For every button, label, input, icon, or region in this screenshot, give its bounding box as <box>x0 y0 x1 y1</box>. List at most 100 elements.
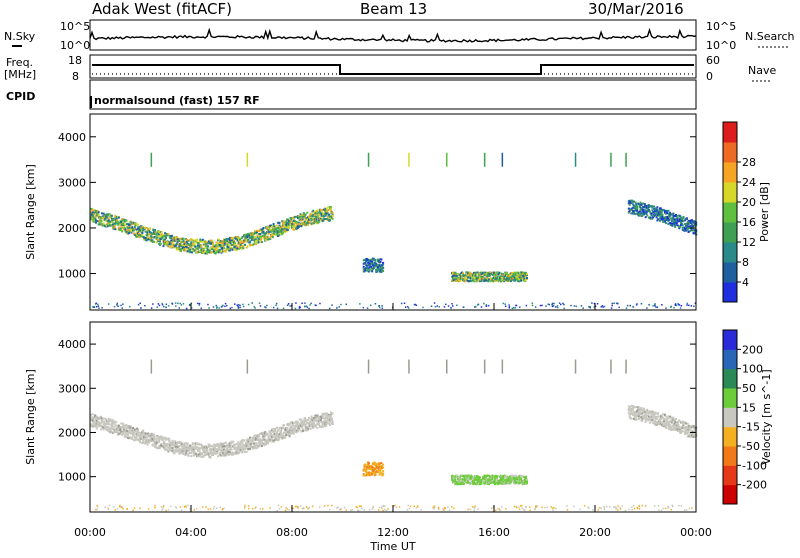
nave-label: Nave <box>748 64 776 77</box>
echo-cell <box>152 303 154 305</box>
echo-cell <box>626 307 628 309</box>
echo-cell <box>114 421 116 423</box>
echo-cell <box>275 305 277 307</box>
echo-cell <box>117 306 119 308</box>
echo-cell <box>368 153 370 167</box>
echo-cell <box>656 206 658 208</box>
echo-cell <box>126 430 128 432</box>
echo-cell <box>159 241 161 243</box>
echo-cell <box>661 304 663 306</box>
echo-cell <box>121 230 123 232</box>
echo-cell <box>683 217 685 219</box>
echo-cell <box>229 250 231 252</box>
echo-cell <box>691 305 693 307</box>
echo-cell <box>563 308 565 310</box>
echo-cell <box>520 478 522 480</box>
cpid-text: normalsound (fast) 157 RF <box>94 94 260 107</box>
echo-cell <box>484 153 486 167</box>
echo-cell <box>230 308 232 310</box>
echo-cell <box>375 259 377 261</box>
colorbar-cell <box>723 282 737 303</box>
echo-cell <box>653 206 655 208</box>
echo-cell <box>502 153 504 167</box>
echo-cell <box>273 223 275 225</box>
echo-cell <box>332 422 334 424</box>
echo-cell <box>261 441 263 443</box>
echo-cell <box>160 243 162 245</box>
echo-cell <box>153 241 155 243</box>
echo-cell <box>380 470 382 472</box>
left-scale-top: 10^5 <box>60 20 90 33</box>
echo-cell <box>408 307 410 309</box>
echo-cell <box>576 306 578 308</box>
colorbar-cell <box>723 222 737 243</box>
cpid-label: CPID <box>6 90 35 103</box>
echo-cell <box>509 306 511 308</box>
echo-cell <box>137 224 139 226</box>
echo-cell <box>505 303 507 305</box>
echo-cell <box>225 303 227 305</box>
echo-cell <box>332 218 334 220</box>
echo-cell <box>151 233 153 235</box>
y-tick-label: 2000 <box>58 222 86 235</box>
echo-cell <box>506 272 508 274</box>
echo-cell <box>215 245 217 247</box>
echo-cell <box>260 305 262 307</box>
echo-cell <box>657 306 659 308</box>
echo-cell <box>656 209 658 211</box>
echo-cell <box>644 410 646 412</box>
echo-cell <box>101 307 103 309</box>
echo-cell <box>176 236 178 238</box>
colorbar-cell <box>723 182 737 203</box>
echo-cell <box>332 215 334 217</box>
echo-cell <box>304 302 306 304</box>
echo-cell <box>644 209 646 211</box>
right-scale-top: 10^5 <box>706 20 736 33</box>
echo-cell <box>259 302 261 304</box>
echo-cell <box>532 305 534 307</box>
echo-cell <box>526 277 528 279</box>
echo-cell <box>208 307 210 309</box>
nave-tick-top: 60 <box>706 54 720 67</box>
echo-cell <box>310 428 312 430</box>
echo-cell <box>108 303 110 305</box>
echo-cell <box>407 306 409 308</box>
colorbar-tick-label: 16 <box>742 216 756 229</box>
echo-cell <box>686 218 688 220</box>
echo-cell <box>541 305 543 307</box>
echo-cell <box>665 222 667 224</box>
echo-cell <box>178 240 180 242</box>
echo-cell <box>646 215 648 217</box>
echo-cell <box>652 305 654 307</box>
echo-cell <box>207 304 209 306</box>
echo-cell <box>183 238 185 240</box>
echo-cell <box>92 211 94 213</box>
echo-cell <box>155 445 157 447</box>
echo-cell <box>649 304 651 306</box>
echo-cell <box>370 305 372 307</box>
echo-cell <box>238 307 240 309</box>
echo-cell <box>162 303 164 305</box>
nsky-label: N.Sky <box>4 30 36 43</box>
echo-cell <box>612 305 614 307</box>
echo-cell <box>604 306 606 308</box>
echo-cell <box>422 307 424 309</box>
echo-cell <box>519 307 521 309</box>
echo-cell <box>97 304 99 306</box>
echo-cell <box>295 302 297 304</box>
echo-cell <box>181 452 183 454</box>
echo-cell <box>114 225 116 227</box>
echo-cell <box>96 427 98 429</box>
echo-cell <box>231 449 233 451</box>
nsky-trace <box>90 30 696 42</box>
echo-cell <box>681 305 683 307</box>
echo-cell <box>574 305 576 307</box>
echo-cell <box>635 419 637 421</box>
echo-cell <box>200 244 202 246</box>
echo-cell <box>263 437 265 439</box>
echo-cell <box>632 306 634 308</box>
echo-cell <box>283 308 285 310</box>
echo-cell <box>92 413 94 415</box>
echo-cell <box>346 304 348 306</box>
